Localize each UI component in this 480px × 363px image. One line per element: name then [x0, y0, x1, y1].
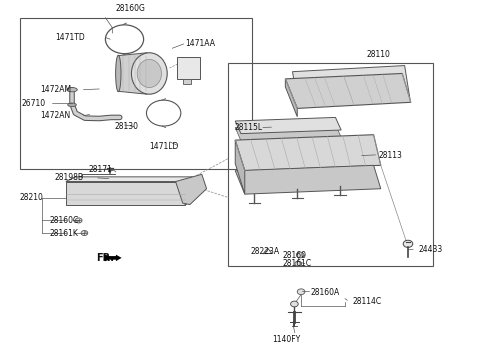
- Ellipse shape: [67, 87, 77, 92]
- Text: 28110: 28110: [366, 50, 390, 59]
- Ellipse shape: [68, 103, 76, 107]
- Polygon shape: [235, 140, 245, 194]
- Text: 28114C: 28114C: [352, 297, 381, 306]
- Polygon shape: [118, 53, 147, 94]
- Polygon shape: [235, 165, 381, 194]
- Text: 28161K: 28161K: [49, 229, 78, 237]
- Circle shape: [295, 261, 301, 266]
- Text: 1472AN: 1472AN: [40, 111, 71, 120]
- Text: 1140FY: 1140FY: [273, 335, 301, 344]
- Circle shape: [296, 252, 304, 258]
- Text: FR.: FR.: [96, 253, 114, 263]
- Text: 28160A: 28160A: [311, 287, 340, 297]
- Text: 28113: 28113: [378, 151, 402, 160]
- Text: 28130: 28130: [115, 122, 139, 131]
- Circle shape: [297, 289, 305, 295]
- Polygon shape: [66, 182, 185, 205]
- Text: 28171: 28171: [88, 165, 112, 174]
- Ellipse shape: [116, 55, 121, 92]
- FancyBboxPatch shape: [177, 57, 200, 79]
- FancyArrow shape: [106, 254, 121, 261]
- Ellipse shape: [137, 60, 161, 87]
- Circle shape: [290, 301, 298, 307]
- Text: 28223A: 28223A: [251, 246, 280, 256]
- Polygon shape: [185, 177, 192, 205]
- Bar: [21, 18, 252, 169]
- Text: 1472AM: 1472AM: [40, 85, 72, 94]
- Bar: [228, 63, 433, 266]
- Polygon shape: [235, 117, 341, 134]
- Polygon shape: [235, 125, 341, 141]
- Text: 28161C: 28161C: [283, 259, 312, 268]
- Text: 28210: 28210: [20, 193, 43, 202]
- Text: 28115L: 28115L: [234, 123, 263, 132]
- Polygon shape: [66, 177, 192, 182]
- Text: 28160C: 28160C: [49, 216, 78, 225]
- Circle shape: [81, 231, 88, 236]
- Text: 1471LD: 1471LD: [149, 142, 179, 151]
- Polygon shape: [285, 73, 411, 109]
- Bar: [183, 79, 192, 84]
- Polygon shape: [176, 174, 206, 205]
- Text: 1471TD: 1471TD: [55, 33, 85, 42]
- Text: 24433: 24433: [419, 245, 443, 254]
- Circle shape: [75, 218, 82, 223]
- Text: 1471AA: 1471AA: [185, 40, 215, 48]
- Text: 28198B: 28198B: [55, 174, 84, 183]
- Polygon shape: [235, 135, 381, 171]
- Ellipse shape: [132, 53, 167, 94]
- Polygon shape: [292, 66, 410, 105]
- Polygon shape: [285, 79, 297, 117]
- Circle shape: [403, 240, 413, 248]
- Text: 26710: 26710: [22, 98, 46, 107]
- Text: 28160G: 28160G: [115, 4, 145, 13]
- Text: 28160: 28160: [283, 251, 307, 260]
